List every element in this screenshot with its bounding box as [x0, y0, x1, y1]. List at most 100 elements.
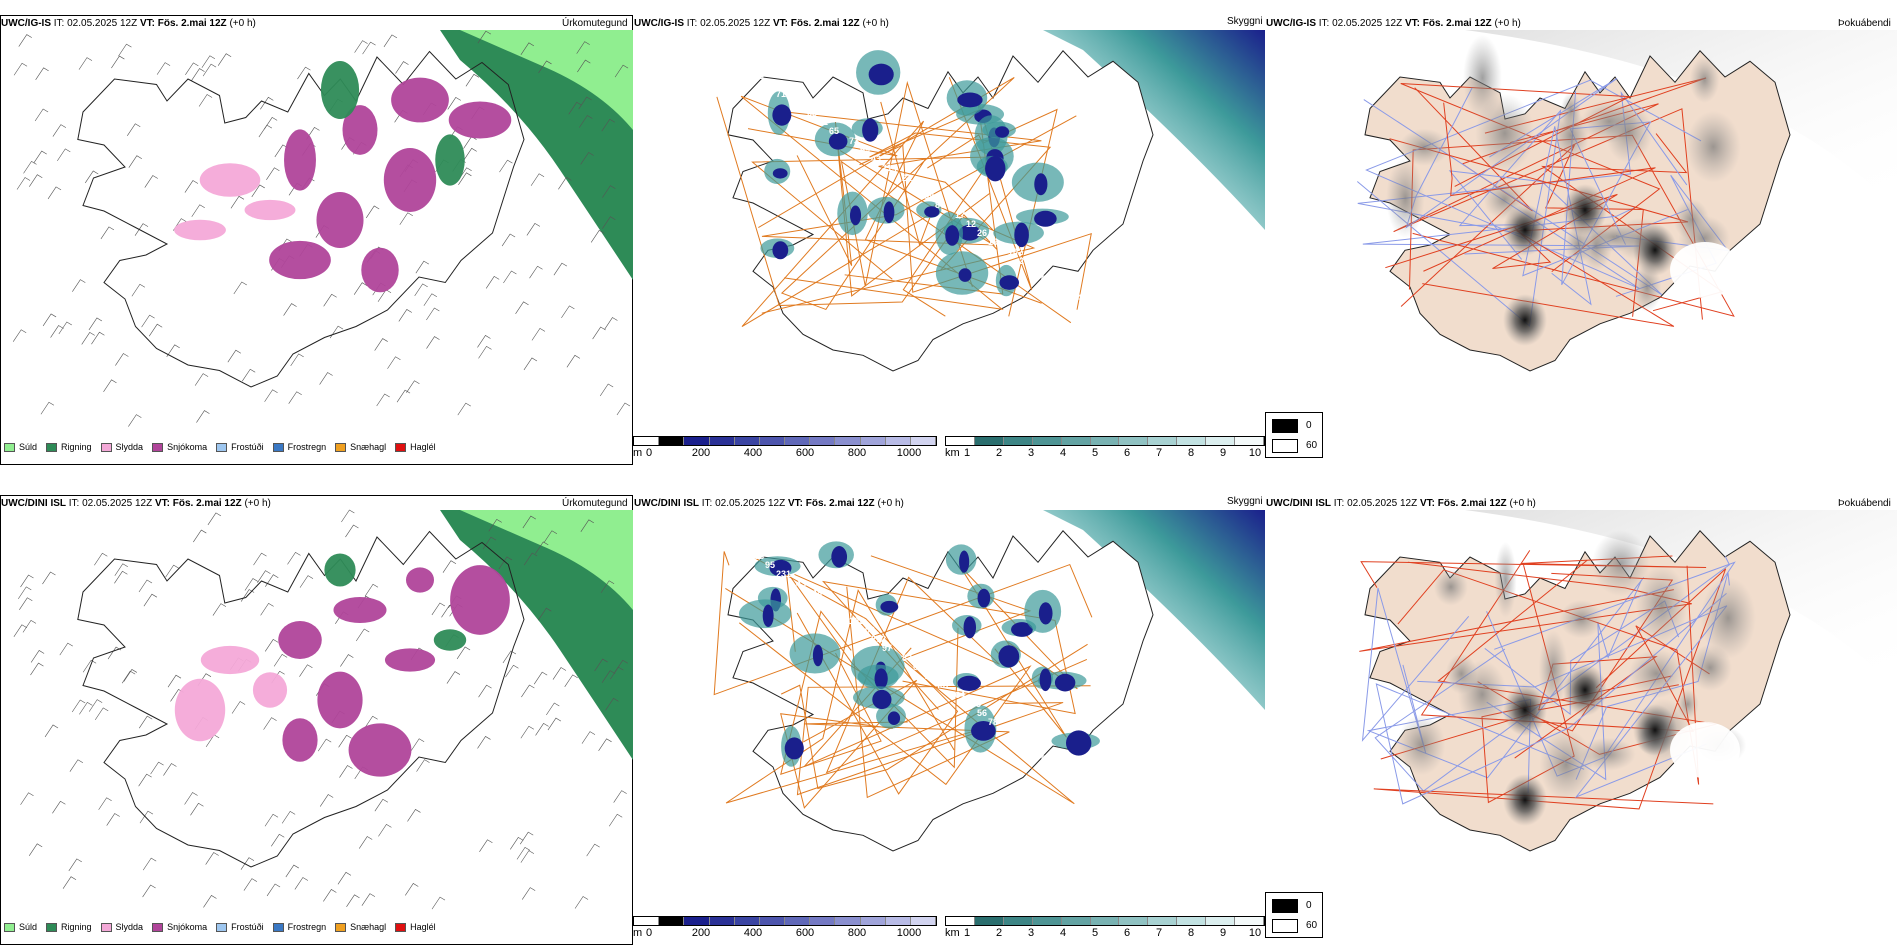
- colorbar-segment: [860, 917, 886, 925]
- colorbar-segment: [1235, 437, 1264, 445]
- colorbar-tick: 6: [1123, 927, 1131, 939]
- colorbar-segment: [885, 917, 911, 925]
- panel-title: UWC/DINI ISL IT: 02.05.2025 12Z VT: Fös.…: [1266, 498, 1536, 509]
- colorbar-segment: [785, 437, 811, 445]
- colorbar-segment: [684, 917, 710, 925]
- visibility-ticks-row2: 1 2 3 4 5 6 7 8 9 10: [945, 927, 1265, 941]
- legend-item: Frostregn: [272, 442, 327, 452]
- legend-swatch: [100, 442, 112, 452]
- legend-label: Haglél: [410, 922, 436, 932]
- colorbar-segment: [1090, 437, 1120, 445]
- colorbar-segment: [785, 917, 811, 925]
- colorbar-tick: 6: [1123, 447, 1131, 459]
- legend-item: Slydda: [100, 922, 144, 932]
- panel-title: UWC/IG-IS IT: 02.05.2025 12Z VT: Fös. 2.…: [1, 18, 256, 29]
- legend-label: Súld: [19, 442, 38, 452]
- precip-legend-row2: Súld Rigning Slydda Snjókoma Frostúði Frostre…: [4, 922, 445, 932]
- legend-item: Súld: [4, 922, 37, 932]
- colorbar-tick: 600: [795, 927, 815, 939]
- legend-item: Snæhagl: [335, 442, 386, 452]
- colorbar-segment: [1177, 437, 1207, 445]
- legend-swatch: [216, 442, 228, 452]
- colorbar-segment: [634, 917, 660, 925]
- colorbar-segment: [759, 437, 786, 445]
- visibility-panel-row1: UWC/IG-IS IT: 02.05.2025 12Z VT: Fös. 2.…: [633, 0, 1265, 465]
- colorbar-segment: [1032, 437, 1062, 445]
- legend-swatch: [4, 442, 15, 452]
- legend-label: Frostúði: [231, 922, 264, 932]
- legend-item: Frostregn: [272, 922, 327, 932]
- colorbar-tick: 600: [795, 447, 815, 459]
- colorbar-tick: 9: [1219, 927, 1227, 939]
- colorbar-segment: [946, 437, 975, 445]
- fog-swatch-dark: [1272, 419, 1298, 433]
- fog-legend-max: 60: [1306, 920, 1318, 931]
- colorbar-segment: [1148, 437, 1178, 445]
- colorbar-segment: [885, 437, 911, 445]
- legend-swatch: [272, 922, 284, 932]
- panel-parameter: Þokuábendi: [1838, 18, 1891, 29]
- legend-item: Snjókoma: [152, 922, 207, 932]
- colorbar-tick: 1: [963, 447, 971, 459]
- colorbar-segment: [1061, 437, 1091, 445]
- visibility-colorbar-row1: [945, 436, 1265, 446]
- legend-label: Súld: [19, 922, 38, 932]
- legend-item: Frostúði: [216, 442, 264, 452]
- colorbar-tick: 800: [847, 447, 867, 459]
- panel-title: UWC/DINI ISL IT: 02.05.2025 12Z VT: Fös.…: [634, 498, 904, 509]
- colorbar-segment: [709, 917, 735, 925]
- legend-label: Snjókoma: [167, 442, 208, 452]
- colorbar-tick: 400: [743, 447, 763, 459]
- colorbar-segment: [659, 917, 685, 925]
- colorbar-tick: 7: [1155, 927, 1163, 939]
- colorbar-segment: [734, 917, 760, 925]
- visibility-colorbar-row2: [945, 916, 1265, 926]
- precip-type-panel-row2: UWC/DINI ISL IT: 02.05.2025 12Z VT: Fös.…: [0, 480, 632, 945]
- colorbar-tick: 3: [1027, 927, 1035, 939]
- panel-parameter: Skyggni: [1227, 16, 1263, 27]
- fog-legend-min: 0: [1306, 900, 1312, 911]
- elevation-unit: m: [633, 447, 643, 459]
- colorbar-tick: 10: [1248, 927, 1262, 939]
- colorbar-segment: [835, 437, 861, 445]
- colorbar-segment: [860, 437, 886, 445]
- colorbar-segment: [634, 437, 660, 445]
- panel-parameter: Úrkomutegund: [562, 18, 628, 29]
- colorbar-segment: [910, 437, 937, 445]
- fog-swatch-dark: [1272, 899, 1298, 913]
- fog-swatch-light: [1272, 919, 1298, 933]
- colorbar-segment: [974, 437, 1004, 445]
- elevation-colorbar-row1: [633, 436, 937, 446]
- legend-swatch: [272, 442, 284, 452]
- legend-label: Slydda: [115, 922, 144, 932]
- colorbar-tick: 5: [1091, 927, 1099, 939]
- legend-label: Frostregn: [287, 442, 327, 452]
- visibility-unit: km: [945, 927, 960, 939]
- colorbar-segment: [1148, 917, 1178, 925]
- legend-swatch: [4, 922, 15, 932]
- colorbar-segment: [810, 917, 836, 925]
- colorbar-segment: [1206, 917, 1236, 925]
- colorbar-segment: [1206, 437, 1236, 445]
- colorbar-segment: [759, 917, 786, 925]
- legend-label: Slydda: [115, 442, 144, 452]
- legend-label: Snæhagl: [350, 442, 387, 452]
- fog-panel-row2: UWC/DINI ISL IT: 02.05.2025 12Z VT: Fös.…: [1265, 480, 1897, 945]
- legend-label: Frostregn: [287, 922, 327, 932]
- precip-legend-row1: Súld Rigning Slydda Snjókoma Frostúði Frostre…: [4, 442, 445, 452]
- fog-swatch-light: [1272, 439, 1298, 453]
- colorbar-segment: [659, 437, 685, 445]
- precip-type-panel-row1: UWC/IG-IS IT: 02.05.2025 12Z VT: Fös. 2.…: [0, 0, 632, 465]
- colorbar-segment: [1090, 917, 1120, 925]
- colorbar-tick: 10: [1248, 447, 1262, 459]
- precip-frame-row1: [0, 15, 633, 465]
- legend-swatch: [100, 922, 112, 932]
- legend-item: Frostúði: [216, 922, 264, 932]
- colorbar-segment: [1119, 437, 1149, 445]
- elevation-ticks-row2: 0 200 400 600 800 1000: [633, 927, 937, 941]
- colorbar-tick: 1: [963, 927, 971, 939]
- fog-panel-row1: UWC/IG-IS IT: 02.05.2025 12Z VT: Fös. 2.…: [1265, 0, 1897, 465]
- legend-label: Rigning: [61, 922, 92, 932]
- legend-swatch: [395, 442, 407, 452]
- colorbar-tick: 0: [645, 927, 653, 939]
